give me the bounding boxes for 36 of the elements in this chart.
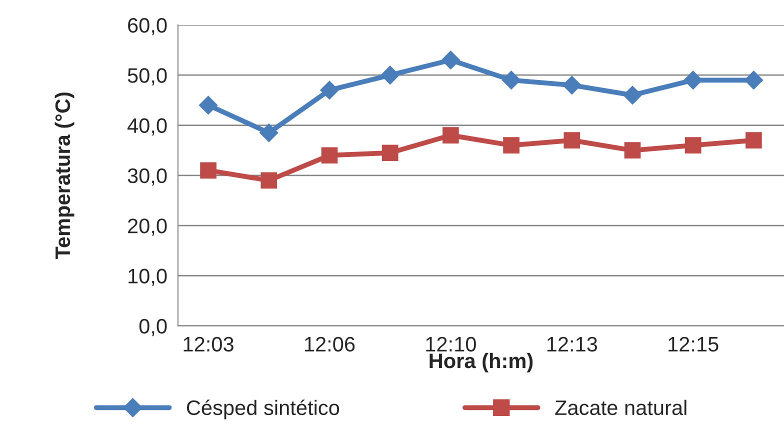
- y-tick-label: 0,0: [139, 318, 167, 336]
- point: [744, 70, 764, 90]
- point: [623, 86, 642, 105]
- legend-label: Césped sintético: [186, 400, 340, 420]
- y-tick-label: 50,0: [128, 68, 167, 86]
- x-tick-label: 12:13: [547, 336, 598, 352]
- point: [200, 162, 216, 179]
- point: [442, 127, 459, 144]
- point: [624, 142, 641, 158]
- point: [684, 70, 702, 90]
- point: [502, 70, 521, 90]
- x-tick-label: 12:03: [184, 336, 234, 352]
- x-tick-label: 12:10: [426, 336, 476, 352]
- point: [382, 144, 398, 162]
- point: [198, 96, 218, 115]
- point: [503, 137, 520, 154]
- point: [260, 123, 278, 142]
- legend-label: Zacate natural: [555, 400, 686, 416]
- point: [321, 147, 338, 164]
- x-tick-label: 12:06: [305, 336, 355, 352]
- y-tick-label: 40,0: [127, 118, 167, 136]
- point: [564, 132, 580, 148]
- point: [441, 50, 460, 70]
- point: [260, 172, 278, 189]
- point: [562, 76, 582, 95]
- point: [320, 80, 339, 100]
- point: [746, 132, 762, 148]
- x-axis-title: Hora (h:m): [430, 352, 533, 372]
- point: [380, 66, 400, 84]
- y-tick-label: 30,0: [128, 168, 167, 186]
- y-tick-label: 10,0: [128, 268, 167, 286]
- x-tick-label: 12:15: [668, 336, 718, 352]
- y-tick-label: 60,0: [128, 18, 167, 36]
- point: [684, 137, 702, 154]
- y-axis-title: Temperatura (°C): [54, 92, 74, 260]
- y-tick-label: 20,0: [128, 218, 167, 236]
